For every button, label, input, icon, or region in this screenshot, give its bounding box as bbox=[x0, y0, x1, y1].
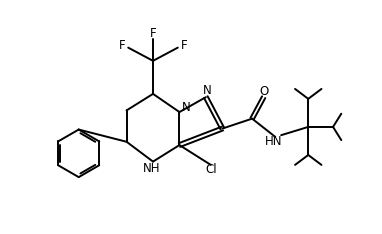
Text: N: N bbox=[203, 84, 212, 97]
Text: NH: NH bbox=[142, 162, 160, 175]
Text: F: F bbox=[180, 40, 187, 52]
Text: F: F bbox=[119, 40, 126, 52]
Text: O: O bbox=[259, 85, 268, 98]
Text: Cl: Cl bbox=[205, 163, 217, 176]
Text: F: F bbox=[150, 27, 156, 40]
Text: HN: HN bbox=[265, 135, 282, 148]
Text: N: N bbox=[182, 101, 190, 113]
